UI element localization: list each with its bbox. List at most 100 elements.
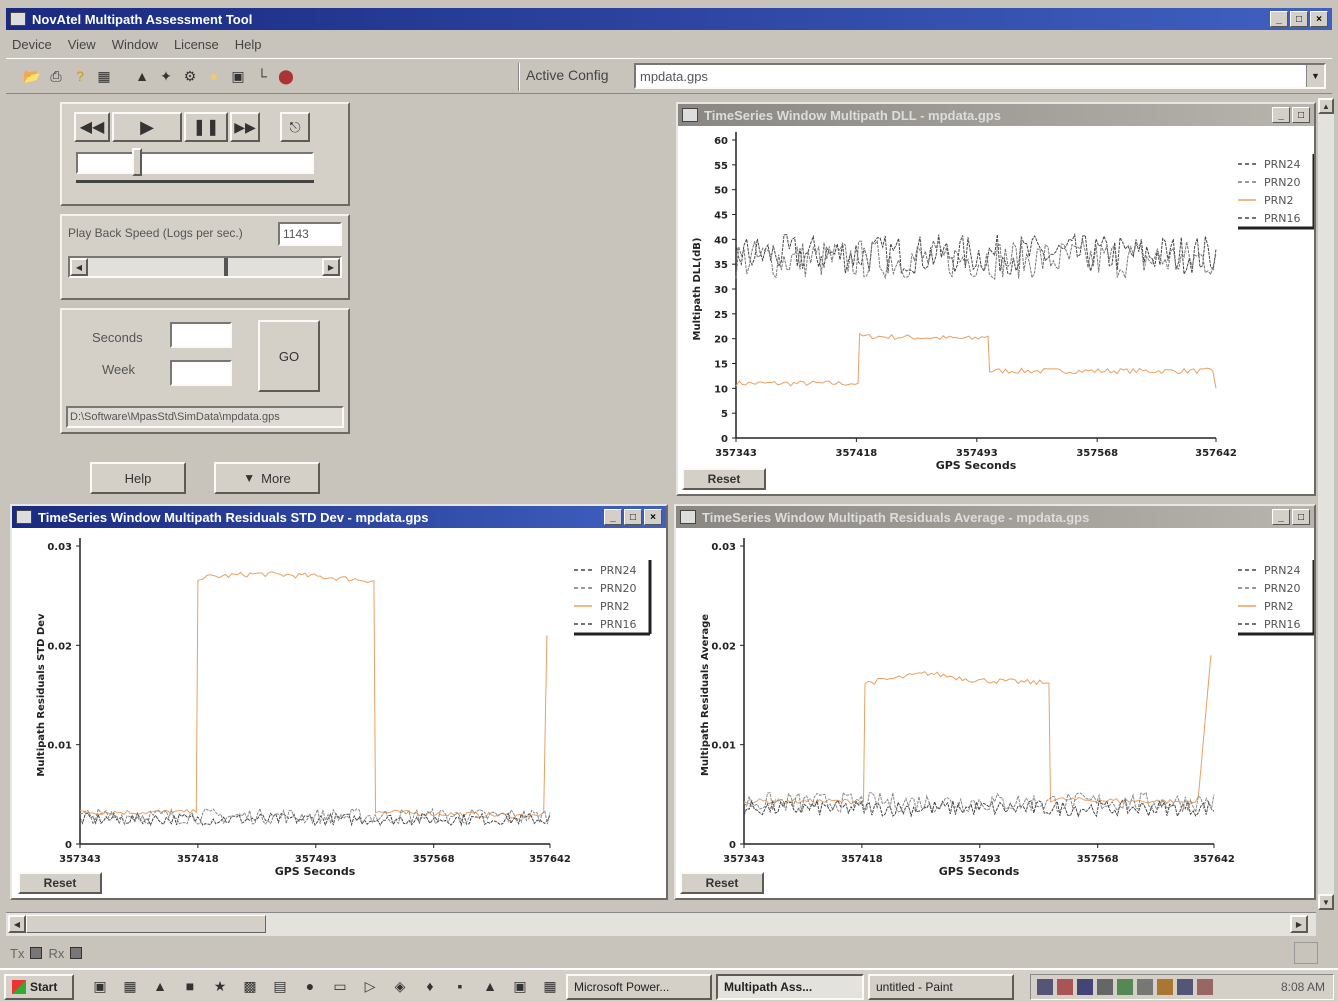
film-icon[interactable]: ▦ bbox=[97, 67, 111, 84]
open-icon[interactable]: 📂 bbox=[23, 67, 41, 84]
y-axis-label: Multipath Residuals STD Dev bbox=[36, 613, 47, 777]
menu-license[interactable]: License bbox=[173, 36, 219, 52]
speed-slider[interactable]: ◀ ▶ bbox=[68, 256, 342, 278]
y-tick-label: 25 bbox=[714, 310, 728, 321]
scroll-up-button[interactable]: ▲ bbox=[1318, 98, 1334, 114]
play-button[interactable]: ▶ bbox=[112, 112, 182, 142]
active-config-value: mpdata.gps bbox=[640, 68, 708, 84]
close-button[interactable]: × bbox=[1310, 11, 1328, 27]
quick-launch-icon[interactable]: ▦ bbox=[543, 977, 557, 994]
quick-launch-icon[interactable]: ▤ bbox=[273, 977, 287, 994]
seconds-input[interactable] bbox=[170, 322, 232, 348]
progress-track[interactable] bbox=[76, 152, 314, 174]
tray-icon[interactable] bbox=[1137, 979, 1153, 995]
tray-icon[interactable] bbox=[1177, 979, 1193, 995]
legend-label: PRN2 bbox=[1264, 194, 1294, 207]
y-tick-label: 30 bbox=[714, 285, 728, 296]
scroll-left-button[interactable]: ◀ bbox=[70, 258, 88, 276]
std-reset-button[interactable]: Reset bbox=[18, 872, 102, 894]
active-config-select[interactable]: mpdata.gps ▼ bbox=[634, 63, 1326, 89]
quick-launch-icon[interactable]: ◈ bbox=[394, 977, 406, 994]
series-line-prn24 bbox=[79, 811, 551, 827]
quick-launch-icon[interactable]: ▲ bbox=[483, 978, 497, 994]
quick-launch-icon[interactable]: ▲ bbox=[153, 978, 167, 994]
bulb-icon[interactable]: ● bbox=[209, 68, 219, 84]
quick-launch-icon[interactable]: ▦ bbox=[123, 977, 137, 994]
quick-launch-icon[interactable]: ▪ bbox=[457, 978, 463, 994]
minimize-button[interactable]: _ bbox=[604, 509, 622, 525]
scroll-down-button[interactable]: ▼ bbox=[1318, 894, 1334, 910]
file-path-field[interactable]: D:\Software\MpasStd\SimData\mpdata.gps bbox=[66, 406, 344, 428]
minimize-button[interactable]: _ bbox=[1272, 107, 1290, 123]
legend-label: PRN24 bbox=[600, 564, 637, 577]
rx-indicator bbox=[70, 947, 83, 959]
start-button[interactable]: Start bbox=[4, 974, 74, 1000]
tray-icon[interactable] bbox=[1197, 979, 1213, 995]
quick-launch-icon[interactable]: ▣ bbox=[93, 977, 107, 994]
satellite-icon[interactable]: ✦ bbox=[160, 67, 172, 84]
task-paint[interactable]: untitled - Paint bbox=[868, 974, 1014, 1000]
export-button[interactable]: ⎋ bbox=[280, 112, 310, 142]
pause-button[interactable]: ❚❚ bbox=[184, 112, 228, 142]
fast-forward-button[interactable]: ▶▶ bbox=[230, 112, 260, 142]
scroll-right-button[interactable]: ▶ bbox=[1290, 915, 1308, 933]
triangle-down-icon: ▼ bbox=[243, 471, 256, 485]
close-button[interactable]: × bbox=[644, 509, 662, 525]
tray-icon[interactable] bbox=[1097, 979, 1113, 995]
menu-device[interactable]: Device bbox=[12, 36, 52, 52]
maximize-button[interactable]: □ bbox=[624, 509, 642, 525]
menu-view[interactable]: View bbox=[67, 36, 96, 52]
speed-input[interactable]: 1143 bbox=[278, 222, 342, 246]
y-tick-label: 55 bbox=[714, 161, 728, 172]
avg-reset-button[interactable]: Reset bbox=[680, 872, 764, 894]
windows-logo-icon bbox=[12, 980, 26, 994]
quick-launch-icon[interactable]: ▩ bbox=[243, 977, 257, 994]
maximize-button[interactable]: □ bbox=[1292, 509, 1310, 525]
task-multipath[interactable]: Multipath Ass... bbox=[716, 974, 864, 1000]
series-line-prn24 bbox=[735, 233, 1217, 276]
tray-icon[interactable] bbox=[1157, 979, 1173, 995]
dll-reset-button[interactable]: Reset bbox=[682, 468, 766, 490]
week-input[interactable] bbox=[170, 360, 232, 386]
quick-launch-icon[interactable]: ■ bbox=[185, 978, 195, 994]
tray-icon[interactable] bbox=[1077, 979, 1093, 995]
quick-launch-icon[interactable]: ● bbox=[305, 978, 315, 994]
scroll-thumb[interactable] bbox=[26, 915, 266, 933]
tray-icon[interactable] bbox=[1057, 979, 1073, 995]
quick-launch-icon[interactable]: ▭ bbox=[333, 977, 347, 994]
minimize-button[interactable]: _ bbox=[1270, 11, 1288, 27]
help-button[interactable]: Help bbox=[90, 462, 186, 494]
gear-icon[interactable]: ⚙ bbox=[183, 67, 197, 84]
chart-icon[interactable]: └ bbox=[257, 68, 267, 84]
progress-thumb[interactable] bbox=[132, 148, 142, 176]
mdi-horizontal-scrollbar[interactable]: ◀ ▶ bbox=[6, 912, 1316, 936]
menu-help[interactable]: Help bbox=[234, 36, 262, 52]
task-powerpoint[interactable]: Microsoft Power... bbox=[566, 974, 712, 1000]
stop-icon[interactable]: ⬤ bbox=[278, 67, 294, 84]
maximize-button[interactable]: □ bbox=[1292, 107, 1310, 123]
scroll-left-button[interactable]: ◀ bbox=[8, 915, 26, 933]
more-button[interactable]: ▼ More bbox=[214, 462, 320, 494]
quick-launch-icon[interactable]: ▷ bbox=[364, 977, 376, 994]
chevron-down-icon[interactable]: ▼ bbox=[1306, 65, 1324, 87]
y-tick-label: 45 bbox=[714, 211, 728, 222]
mdi-vertical-scrollbar[interactable]: ▲ ▼ bbox=[1318, 98, 1334, 910]
ship-icon[interactable]: ▲ bbox=[135, 68, 149, 84]
scroll-right-button[interactable]: ▶ bbox=[322, 258, 340, 276]
quick-launch-icon[interactable]: ▣ bbox=[513, 977, 527, 994]
go-button[interactable]: GO bbox=[258, 320, 320, 392]
quick-launch-icon[interactable]: ★ bbox=[213, 977, 227, 994]
std-chart: 0 0.01 0.02 0.03 357343 357418 357493 357568 357… bbox=[36, 538, 652, 878]
minimize-button[interactable]: _ bbox=[1272, 509, 1290, 525]
speed-slider-thumb[interactable] bbox=[224, 258, 228, 276]
rewind-button[interactable]: ◀◀ bbox=[74, 112, 110, 142]
monitor-icon[interactable]: ▣ bbox=[231, 67, 245, 84]
quick-launch-icon[interactable]: ♦ bbox=[426, 978, 434, 994]
menu-window[interactable]: Window bbox=[111, 36, 158, 52]
tray-icon[interactable] bbox=[1037, 979, 1053, 995]
tray-icon[interactable] bbox=[1117, 979, 1133, 995]
print-icon[interactable]: ⎙ bbox=[50, 67, 62, 84]
maximize-button[interactable]: □ bbox=[1290, 11, 1308, 27]
resize-grip-icon[interactable] bbox=[1294, 942, 1318, 964]
help-icon[interactable]: ? bbox=[76, 68, 84, 84]
